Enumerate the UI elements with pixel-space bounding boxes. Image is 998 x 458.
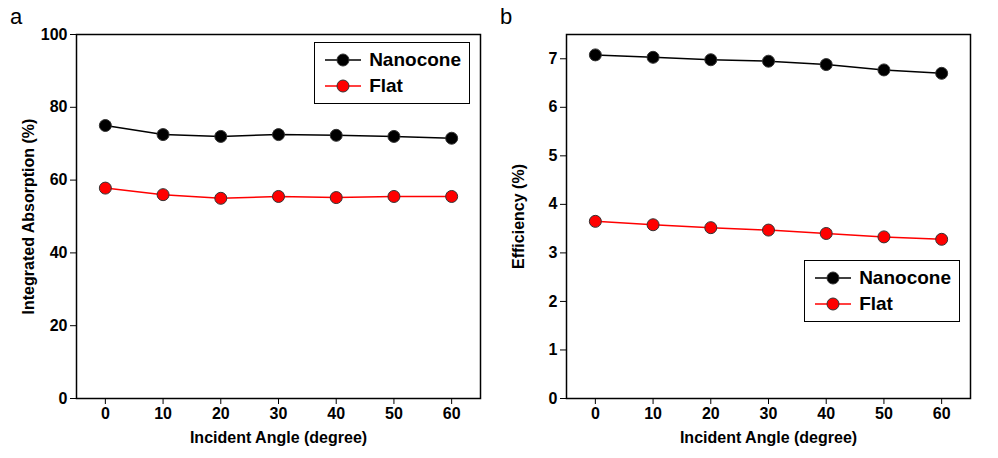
svg-text:4: 4 [549,195,558,212]
svg-text:5: 5 [549,147,558,164]
svg-text:60: 60 [443,405,461,422]
html-text:Nanocone: Nanocone [369,49,461,70]
svg-text:60: 60 [50,171,68,188]
svg-text:7: 7 [549,50,558,67]
svg-text:20: 20 [702,405,720,422]
svg-text:50: 50 [875,405,893,422]
svg-text:80: 80 [50,98,68,115]
html-text:b: b [500,4,513,29]
svg-text:3: 3 [549,244,558,261]
svg-text:Efficiency (%): Efficiency (%) [510,164,527,269]
svg-text:1: 1 [549,341,558,358]
svg-text:40: 40 [50,244,68,261]
svg-text:20: 20 [50,317,68,334]
svg-text:Incident Angle (degree): Incident Angle (degree) [190,429,367,446]
svg-text:0: 0 [59,390,68,407]
svg-text:50: 50 [385,405,403,422]
html-text:a: a [10,4,23,29]
svg-text:100: 100 [41,26,68,43]
svg-text:Integrated Absorption (%): Integrated Absorption (%) [20,119,37,315]
svg-text:6: 6 [549,98,558,115]
svg-text:40: 40 [817,405,835,422]
html-text:Flat: Flat [369,75,403,96]
svg-text:10: 10 [154,405,172,422]
svg-text:20: 20 [212,405,230,422]
svg-text:0: 0 [549,390,558,407]
svg-text:2: 2 [549,293,558,310]
html-text:Nanocone: Nanocone [859,267,951,288]
svg-text:60: 60 [933,405,951,422]
svg-text:40: 40 [327,405,345,422]
svg-text:Incident Angle (degree): Incident Angle (degree) [680,429,857,446]
svg-text:30: 30 [270,405,288,422]
svg-text:30: 30 [760,405,778,422]
svg-text:0: 0 [591,405,600,422]
html-text:Flat: Flat [859,293,893,314]
svg-text:0: 0 [101,405,110,422]
svg-text:10: 10 [644,405,662,422]
